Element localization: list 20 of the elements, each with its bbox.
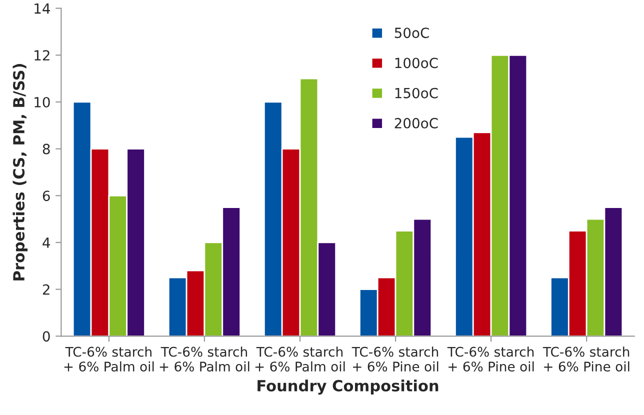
legend-label: 100oC — [395, 58, 438, 68]
x-tick-label: TC-6% starch + 6% Pine oil — [447, 346, 534, 372]
x-tick-label: TC-6% starch + 6% Palm oil — [160, 346, 250, 372]
y-tick-label: 6 — [42, 190, 50, 202]
y-axis-title: Properties (CS, PM, B/SS) — [12, 64, 28, 280]
y-tick-label: 2 — [42, 284, 50, 295]
legend-label: 50oC — [394, 28, 429, 38]
y-tick-label: 14 — [34, 3, 50, 14]
y-tick-label: 8 — [42, 144, 50, 154]
x-axis-title: Foundry Composition — [258, 380, 438, 395]
x-tick-label: TC-6% starch + 6% Palm oil — [255, 346, 345, 372]
x-tick-label: TC-6% starch + 6% Pine oil — [352, 346, 438, 372]
legend-label: 200oC — [394, 118, 438, 128]
x-tick-label: TC-6% starch + 6% Palm oil — [64, 346, 154, 372]
y-tick-label: 12 — [34, 50, 50, 60]
x-tick-label: TC-6% starch + 6% Pine oil — [542, 346, 630, 372]
y-tick-label: 10 — [34, 96, 50, 108]
y-tick-label: 4 — [42, 238, 50, 248]
y-tick-label: 0 — [42, 331, 50, 342]
legend-label: 150oC — [395, 88, 438, 98]
